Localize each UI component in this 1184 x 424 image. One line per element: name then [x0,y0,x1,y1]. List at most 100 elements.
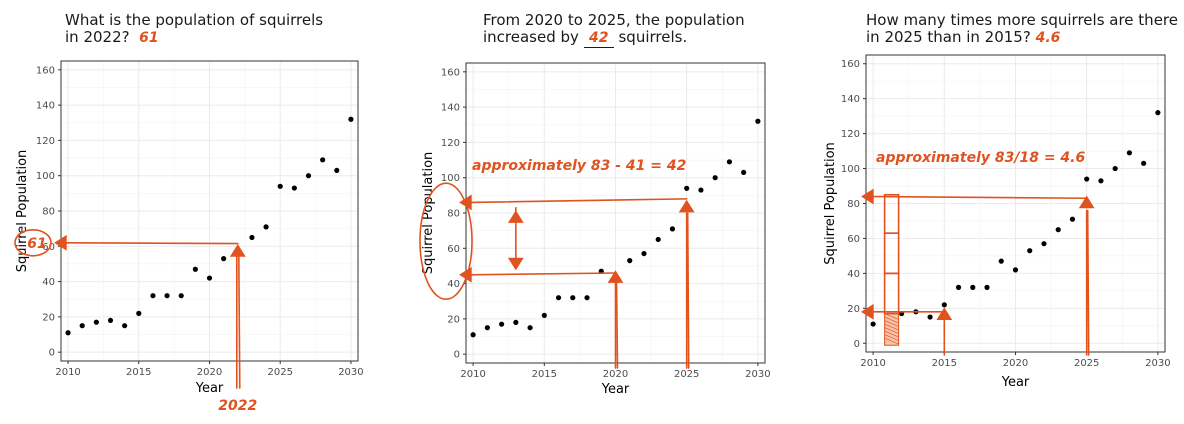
hatch-line [884,337,899,345]
y-tick-label: 120 [841,129,860,140]
data-point [136,310,142,316]
data-point [122,323,128,329]
data-point [998,258,1004,264]
data-point [305,173,312,179]
data-point [1012,267,1019,273]
y-tick-label: 20 [847,304,860,315]
annotation-ellipse [419,182,473,301]
data-point [698,187,704,193]
data-point [1027,248,1033,254]
data-point [263,224,269,230]
data-point [513,319,519,326]
scatter-chart: 0 20 40 60 80 100 120 140 160 2010 2015 2020 2025 203… [419,62,771,397]
panel-ratio-question: How many times more squirrels are there … [790,0,1184,424]
data-point [955,284,962,290]
panel-2022-question: What is the population of squirrels in 2… [0,0,395,424]
data-point [178,293,184,299]
question-text: How many times more squirrels are there … [866,12,1178,47]
data-point [984,284,990,290]
scatter-chart: 0 20 40 60 80 100 120 140 160 2010 2015 2020 2025 203… [823,54,1171,390]
y-tick-label: 60 [847,234,860,245]
y-axis-title: Squirrel Population [823,142,838,265]
x-tick-label: 2030 [745,369,770,380]
data-point [541,312,547,318]
x-tick-label: 2020 [1003,358,1028,369]
x-axis-title: Year [601,382,630,397]
data-point [206,275,213,281]
y-tick-label: 0 [854,339,860,350]
y-tick-label: 160 [441,67,460,78]
data-point [870,321,876,327]
data-point [527,325,533,331]
data-point [684,185,690,191]
x-tick-label: 2025 [1074,358,1099,369]
y-tick-label: 0 [454,350,460,361]
annotation-arrowhead [507,257,524,271]
x-tick-label: 2010 [460,369,485,380]
question-line-1: From 2020 to 2025, the population [483,11,745,29]
hatch-line [884,323,899,331]
question-text: What is the population of squirrels in 2… [65,12,323,47]
y-axis-title: Squirrel Population [15,150,30,273]
data-point [1141,160,1147,166]
data-point [726,159,733,165]
question-suffix: squirrels. [618,28,688,46]
y-tick-label: 60 [447,244,460,255]
annotation-arrow-line [1086,209,1090,356]
annotation-year-label: 2022 [218,398,257,414]
x-axis-title: Year [195,381,224,396]
plot-border [60,60,359,362]
data-point [627,258,633,264]
annotation-multiple-box [883,193,900,235]
hatch-line [884,327,899,334]
question-line-2: in 2022? [65,28,130,46]
data-point [150,293,156,299]
annotation-arrowhead [607,270,624,283]
data-point [65,330,71,336]
data-point [927,314,933,320]
data-point [107,317,114,324]
hatch-line [884,334,899,341]
data-point [712,175,718,181]
hatch-line [884,330,899,338]
x-tick-label: 2020 [603,369,628,380]
annotation-arrowhead [229,244,246,257]
hatch-line [884,316,899,324]
annotation-arrowhead [507,210,524,223]
data-point [570,295,576,301]
answer-value: 42 [583,30,614,48]
y-tick-label: 100 [841,164,860,175]
annotation-arrowhead [678,199,695,213]
annotation-arrow-line [469,272,617,276]
data-point [291,185,297,191]
y-tick-label: 20 [42,312,55,323]
data-point [1055,227,1061,233]
annotation-arrowhead [861,303,874,320]
y-tick-label: 100 [36,171,55,182]
x-tick-label: 2025 [267,367,292,378]
data-point [1084,176,1090,182]
x-axis-title: Year [1001,375,1030,390]
data-point [79,323,85,329]
panel-increase-question: From 2020 to 2025, the population increa… [395,0,790,424]
x-tick-label: 2010 [860,358,885,369]
annotation-arrowhead [1078,195,1095,209]
x-tick-label: 2015 [532,369,557,380]
annotation-circle [14,228,52,257]
answer-value: 4.6 [1035,30,1061,46]
answer-value: 61 [139,30,159,46]
y-tick-label: 80 [42,207,55,218]
scatter-chart: 0 20 40 60 80 100 120 140 160 2010 2015 2020 2025 203… [14,60,364,414]
annotation-arrow-line [615,275,619,369]
x-tick-label: 2015 [932,358,957,369]
data-point [164,293,170,299]
question-prefix: increased by [483,28,579,46]
data-point [334,167,340,174]
data-point [1098,178,1104,184]
data-point [277,183,283,189]
y-tick-label: 140 [841,94,860,105]
data-point [970,284,976,290]
y-axis-title: Squirrel Population [421,152,436,275]
data-point [641,250,647,257]
data-point [470,332,476,338]
